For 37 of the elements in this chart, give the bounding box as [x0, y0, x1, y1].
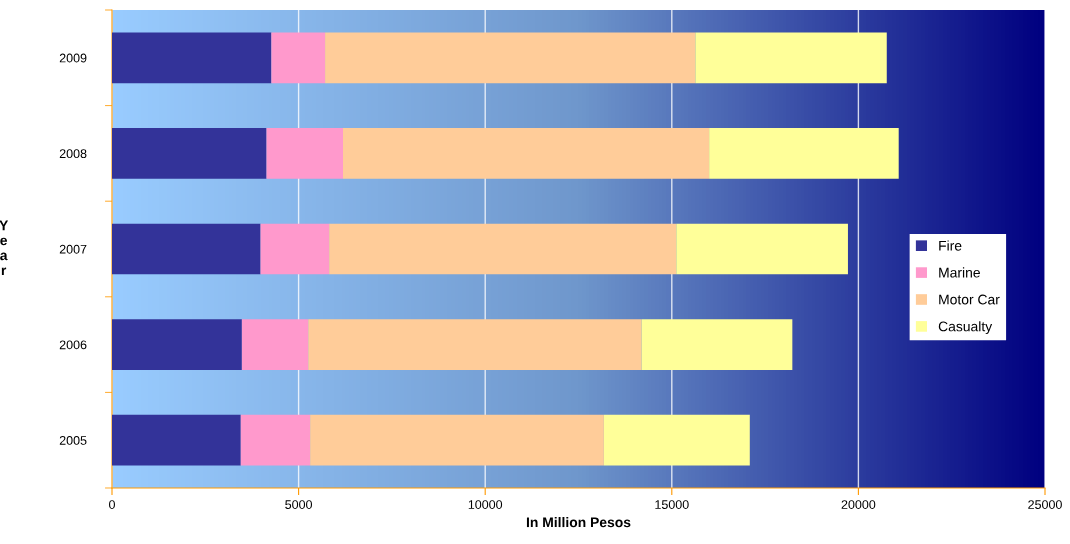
- legend-label: Motor Car: [939, 294, 1000, 305]
- legend-label: Marine: [939, 267, 980, 278]
- bar: [241, 319, 309, 370]
- bar: [112, 223, 261, 275]
- bar: [260, 223, 330, 275]
- y-tick-label: 2007: [59, 244, 87, 254]
- legend-label: Casualty: [938, 321, 993, 335]
- y-tick-label: 2005: [59, 436, 87, 445]
- y-tick-label: 2006: [59, 340, 87, 350]
- bar: [271, 32, 326, 84]
- y-tick-label: 2009: [59, 53, 87, 63]
- x-tick-label: 5000: [285, 500, 313, 509]
- x-tick-label: 15000: [655, 500, 689, 509]
- bar: [112, 414, 241, 466]
- x-tick-label: 0: [109, 500, 115, 509]
- x-tick-label: 25000: [1028, 500, 1062, 509]
- bar: [112, 32, 272, 84]
- y-axis-title: Year: [0, 220, 9, 276]
- bar: [266, 128, 344, 179]
- bar: [308, 319, 642, 370]
- bar: [329, 223, 677, 275]
- x-axis-title: In Million Pesos: [526, 517, 631, 528]
- legend-label: Fire: [939, 240, 962, 251]
- bar: [676, 223, 848, 275]
- bar: [695, 32, 887, 84]
- bar: [112, 319, 242, 370]
- bar: [343, 128, 710, 179]
- bar: [641, 319, 793, 370]
- bar: [240, 414, 311, 466]
- bar: [709, 128, 899, 179]
- bar: [310, 414, 604, 466]
- y-tick-label: 2008: [59, 149, 87, 159]
- x-tick-label: 10000: [468, 500, 503, 509]
- bar: [603, 414, 750, 466]
- bar: [112, 128, 267, 179]
- bar: [325, 32, 696, 84]
- x-tick-label: 20000: [841, 500, 876, 509]
